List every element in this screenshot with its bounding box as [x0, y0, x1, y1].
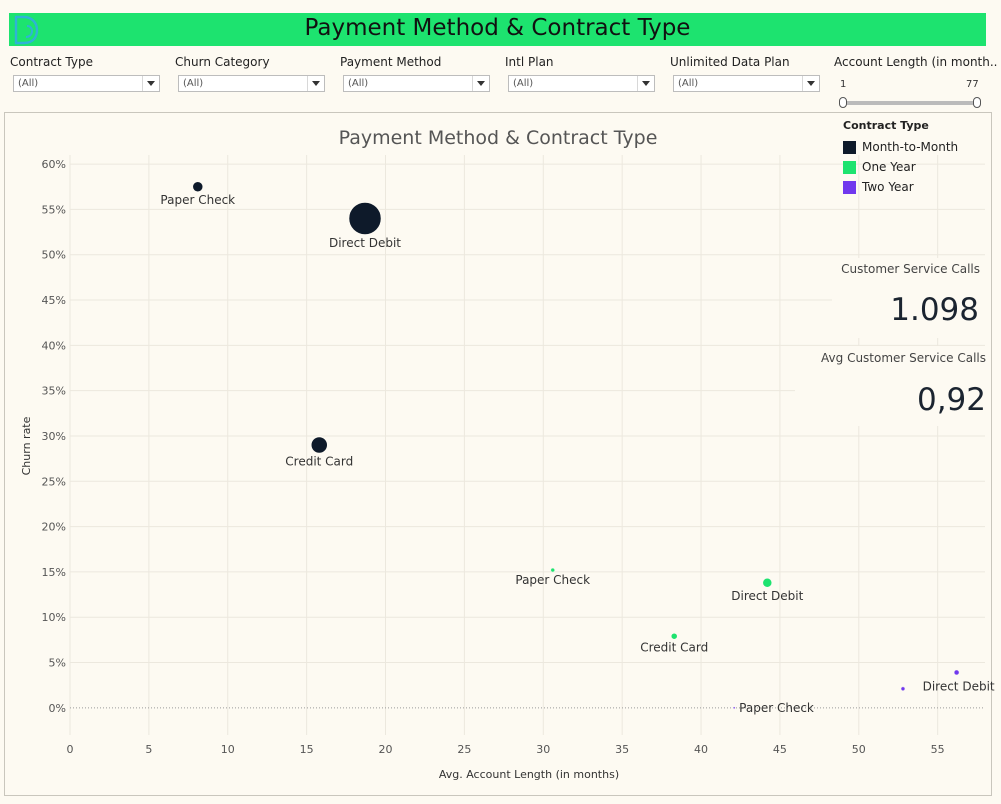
legend-swatch: [843, 180, 856, 194]
data-label: Paper Check: [515, 573, 590, 587]
filter-payment-method: Payment Method (All): [340, 55, 490, 92]
data-label: Direct Debit: [329, 236, 401, 250]
chevron-down-icon[interactable]: [802, 76, 819, 91]
data-point: [761, 577, 774, 589]
dropdown-value: (All): [183, 78, 204, 89]
data-label: Credit Card: [640, 641, 708, 655]
legend-item-two-year[interactable]: Two Year: [843, 177, 958, 197]
x-tick-label: 0: [67, 743, 74, 756]
filter-label: Churn Category: [175, 55, 270, 69]
filter-account-length: Account Length (in month..: [834, 55, 997, 69]
chevron-down-icon[interactable]: [307, 76, 324, 91]
slider-min-handle[interactable]: [839, 97, 847, 108]
y-tick-label: 30%: [42, 430, 66, 443]
legend-label: Month-to-Month: [862, 140, 959, 154]
x-tick-label: 45: [773, 743, 787, 756]
y-tick-label: 15%: [42, 566, 66, 579]
y-tick-label: 10%: [42, 611, 66, 624]
filter-contract-type: Contract Type (All): [10, 55, 160, 92]
kpi-value: 0,92: [916, 382, 986, 418]
slider-label: Account Length (in month..: [834, 55, 998, 69]
filter-intl-plan: Intl Plan (All): [505, 55, 655, 92]
x-tick-label: 25: [457, 743, 471, 756]
y-axis-title: Churn rate: [20, 416, 33, 475]
y-tick-label: 45%: [42, 294, 66, 307]
y-tick-label: 35%: [42, 385, 66, 398]
kpi-value: 1.098: [890, 292, 979, 328]
filter-label: Unlimited Data Plan: [670, 55, 790, 69]
chart-title: Payment Method & Contract Type: [339, 127, 658, 149]
data-point: [669, 631, 679, 641]
y-tick-label: 55%: [42, 203, 66, 216]
data-label: Paper Check: [739, 701, 814, 715]
dashboard-title: Payment Method & Contract Type: [304, 15, 691, 41]
filter-label: Contract Type: [10, 55, 93, 69]
payment-method-dropdown[interactable]: (All): [343, 75, 490, 92]
logo-icon: [14, 15, 39, 45]
dropdown-value: (All): [18, 78, 39, 89]
intl-plan-dropdown[interactable]: (All): [508, 75, 655, 92]
data-point: [310, 435, 329, 455]
x-tick-label: 50: [852, 743, 866, 756]
slider-min-value: 1: [840, 79, 847, 90]
filter-label: Payment Method: [340, 55, 442, 69]
legend-item-one-year[interactable]: One Year: [843, 157, 958, 177]
chevron-down-icon[interactable]: [142, 76, 159, 91]
kpi-title: Customer Service Calls: [841, 262, 980, 276]
dropdown-value: (All): [513, 78, 534, 89]
slider-max-value: 77: [966, 79, 979, 90]
data-label: Direct Debit: [731, 589, 803, 603]
data-point: [550, 567, 555, 573]
contract-type-legend: Contract Type Month-to-Month One Year Tw…: [843, 119, 958, 197]
x-tick-label: 5: [145, 743, 152, 756]
data-point: [191, 180, 205, 193]
dashboard-header: Payment Method & Contract Type: [9, 13, 986, 46]
churn-category-dropdown[interactable]: (All): [178, 75, 325, 92]
contract-type-dropdown[interactable]: (All): [13, 75, 160, 92]
y-tick-label: 25%: [42, 475, 66, 488]
y-tick-label: 60%: [42, 158, 66, 171]
chevron-down-icon[interactable]: [472, 76, 489, 91]
x-tick-label: 20: [379, 743, 393, 756]
legend-swatch: [843, 160, 856, 174]
kpi-title: Avg Customer Service Calls: [821, 351, 986, 365]
account-length-slider-track[interactable]: [843, 101, 978, 105]
dropdown-value: (All): [348, 78, 369, 89]
chevron-down-icon[interactable]: [637, 76, 654, 91]
x-tick-label: 40: [694, 743, 708, 756]
kpi-avg-customer-service-calls: Avg Customer Service Calls 0,92: [795, 346, 988, 426]
filter-churn-category: Churn Category (All): [175, 55, 325, 92]
x-tick-label: 15: [300, 743, 314, 756]
x-tick-label: 30: [536, 743, 550, 756]
filter-unlimited-data-plan: Unlimited Data Plan (All): [670, 55, 820, 92]
data-label: Credit Card: [285, 455, 353, 469]
y-tick-label: 40%: [42, 339, 66, 352]
x-tick-label: 10: [221, 743, 235, 756]
x-axis-title: Avg. Account Length (in months): [439, 768, 619, 781]
y-tick-label: 5%: [49, 657, 66, 670]
y-tick-label: 50%: [42, 249, 66, 262]
data-point: [900, 686, 906, 692]
x-tick-label: 35: [615, 743, 629, 756]
legend-title: Contract Type: [843, 119, 929, 132]
y-tick-label: 20%: [42, 521, 66, 534]
kpi-customer-service-calls: Customer Service Calls 1.098: [832, 258, 988, 338]
unlimited-data-plan-dropdown[interactable]: (All): [673, 75, 820, 92]
y-tick-label: 0%: [49, 702, 66, 715]
slider-max-handle[interactable]: [973, 97, 981, 108]
legend-item-month-to-month[interactable]: Month-to-Month: [843, 137, 958, 157]
data-point: [732, 706, 736, 710]
data-point: [347, 201, 383, 236]
legend-swatch: [843, 140, 856, 154]
data-label: Paper Check: [160, 193, 235, 207]
legend-label: One Year: [862, 160, 916, 174]
data-label: Direct Debit: [923, 679, 995, 693]
filter-label: Intl Plan: [505, 55, 554, 69]
x-tick-label: 55: [931, 743, 945, 756]
chart-panel: [4, 112, 992, 796]
dropdown-value: (All): [678, 78, 699, 89]
data-point: [953, 669, 960, 676]
legend-label: Two Year: [862, 180, 914, 194]
